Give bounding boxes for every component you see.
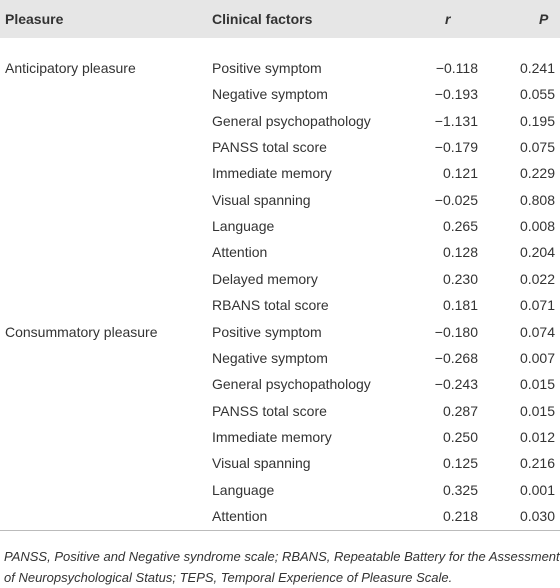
factor-cell: Language xyxy=(212,218,275,235)
factor-cell: General psychopathology xyxy=(212,376,371,393)
r-cell: 0.218 xyxy=(442,507,478,524)
r-cell: −0.243 xyxy=(434,376,478,393)
p-cell: 0.074 xyxy=(519,323,555,340)
factor-cell: Immediate memory xyxy=(212,165,332,182)
pleasure-cell: Anticipatory pleasure xyxy=(5,60,136,76)
p-cell: 0.229 xyxy=(519,165,555,182)
r-cell: 0.181 xyxy=(442,297,478,314)
p-cell: 0.241 xyxy=(519,60,555,76)
p-cell: 0.022 xyxy=(519,270,555,287)
r-cell: 0.125 xyxy=(442,455,478,472)
p-cell: 0.808 xyxy=(519,191,555,208)
p-cell: 0.075 xyxy=(519,139,555,156)
r-cell: −0.193 xyxy=(434,86,478,103)
factor-cell: Delayed memory xyxy=(212,270,318,287)
p-cell: 0.030 xyxy=(519,507,555,524)
r-cell: −0.268 xyxy=(434,349,478,366)
r-cell: −0.180 xyxy=(434,323,478,340)
header-cell: P xyxy=(539,11,549,27)
factor-cell: General psychopathology xyxy=(212,112,371,129)
header-cell: Clinical factors xyxy=(212,11,313,27)
factor-cell: RBANS total score xyxy=(212,297,329,314)
r-cell: 0.230 xyxy=(442,270,478,287)
table-rule xyxy=(0,530,560,531)
p-cell: 0.012 xyxy=(519,428,555,445)
p-cell: 0.007 xyxy=(519,349,555,366)
p-cell: 0.071 xyxy=(519,297,555,314)
factor-cell: Positive symptom xyxy=(212,323,322,340)
p-cell: 0.015 xyxy=(519,376,555,393)
r-cell: 0.128 xyxy=(442,244,478,261)
r-cell: −0.179 xyxy=(434,139,478,156)
p-cell: 0.195 xyxy=(519,112,555,129)
header-background xyxy=(0,0,560,38)
factor-cell: PANSS total score xyxy=(212,139,327,156)
header-cell: r xyxy=(445,11,451,27)
footnote: PANSS, Positive and Negative syndrome sc… xyxy=(4,549,560,585)
factor-cell: Visual spanning xyxy=(212,455,311,472)
r-cell: −1.131 xyxy=(434,112,478,129)
factor-cell: PANSS total score xyxy=(212,402,327,419)
r-cell: 0.250 xyxy=(442,428,478,445)
r-cell: −0.025 xyxy=(434,191,478,208)
p-cell: 0.204 xyxy=(519,244,555,261)
factor-cell: Language xyxy=(212,481,275,498)
factor-cell: Negative symptom xyxy=(212,349,328,366)
p-cell: 0.055 xyxy=(519,86,555,103)
p-cell: 0.216 xyxy=(519,455,555,472)
p-cell: 0.015 xyxy=(519,402,555,419)
header-cell: Pleasure xyxy=(5,11,64,27)
r-cell: 0.265 xyxy=(442,218,478,235)
pleasure-cell: Consummatory pleasure xyxy=(5,323,158,340)
p-cell: 0.001 xyxy=(519,481,555,498)
factor-cell: Positive symptom xyxy=(212,60,322,76)
p-cell: 0.008 xyxy=(519,218,555,235)
r-cell: 0.121 xyxy=(442,165,478,182)
factor-cell: Attention xyxy=(212,244,268,261)
factor-cell: Negative symptom xyxy=(212,86,328,103)
factor-cell: Attention xyxy=(212,507,268,524)
r-cell: 0.325 xyxy=(442,481,478,498)
factor-cell: Immediate memory xyxy=(212,428,332,445)
factor-cell: Visual spanning xyxy=(212,191,311,208)
r-cell: 0.287 xyxy=(442,402,478,419)
r-cell: −0.118 xyxy=(435,60,478,76)
